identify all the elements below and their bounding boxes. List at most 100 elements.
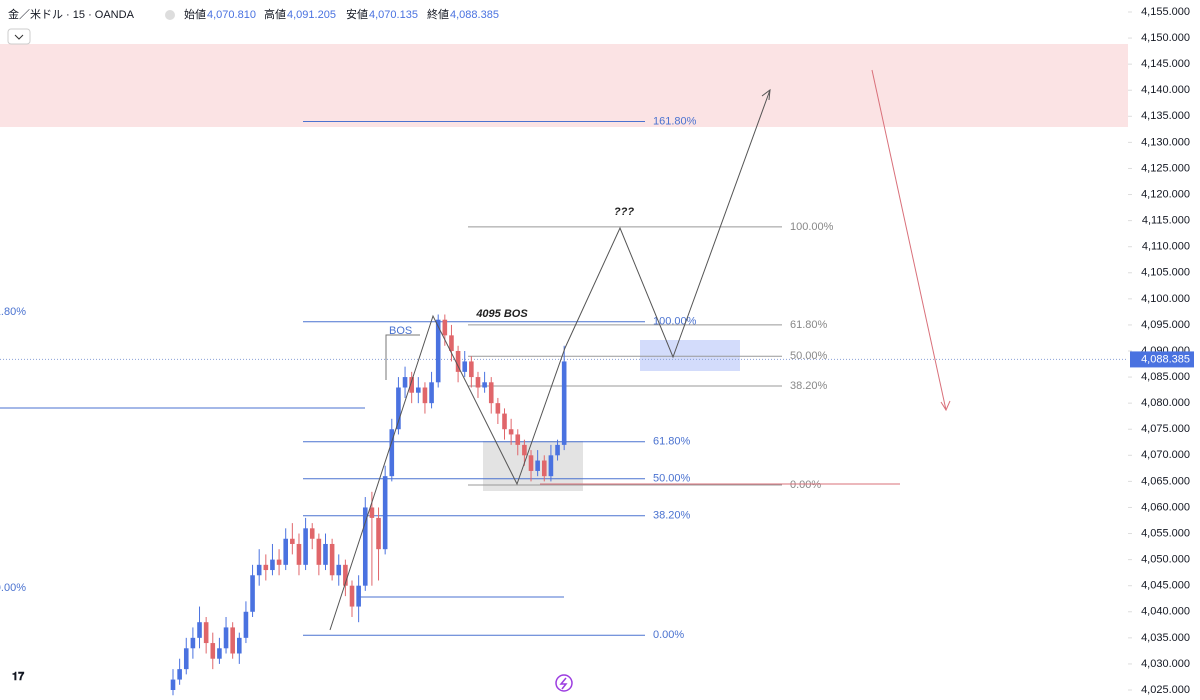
- candle-body: [356, 585, 361, 607]
- fib-label: 38.20%: [653, 510, 691, 522]
- candle-body: [177, 669, 182, 680]
- y-tick-label: 4,085.000: [1141, 371, 1190, 383]
- y-tick-label: 4,130.000: [1141, 136, 1190, 148]
- candle-body: [508, 429, 514, 435]
- candle-body: [323, 543, 328, 565]
- bos-bracket: [385, 334, 420, 380]
- candle-body: [449, 335, 454, 351]
- candle-body: [243, 611, 249, 638]
- candle-body: [283, 538, 289, 565]
- candle-body: [495, 403, 501, 414]
- candle-body: [429, 382, 434, 404]
- candle-body: [203, 622, 209, 644]
- candle-body: [223, 627, 229, 649]
- y-tick-label: 4,060.000: [1141, 501, 1190, 513]
- bos-label: 4095 BOS: [475, 308, 528, 320]
- down-arrow: [871, 69, 947, 411]
- fib-label: 100.00%: [653, 316, 697, 328]
- candle-body: [502, 413, 507, 430]
- candle-body: [290, 538, 295, 544]
- bos-label: BOS: [389, 325, 412, 337]
- candle-body: [462, 361, 468, 372]
- candle-body: [170, 679, 176, 690]
- y-tick-label: 4,030.000: [1141, 658, 1190, 670]
- candle-body: [362, 507, 368, 586]
- fib-label: 50.00%: [653, 473, 691, 485]
- candle-body: [197, 622, 202, 638]
- candle-body: [217, 648, 222, 659]
- y-tick-label: 4,105.000: [1141, 267, 1190, 279]
- y-tick-label: 4,040.000: [1141, 606, 1190, 618]
- y-tick-label: 4,140.000: [1141, 84, 1190, 96]
- bolt: [559, 677, 568, 690]
- candle-body: [369, 507, 375, 518]
- ohlc-value: 4,070.135: [369, 9, 418, 21]
- ohlc-value: 4,088.385: [450, 9, 499, 21]
- fib-label: 100.00%: [0, 582, 26, 594]
- candle-body: [256, 564, 262, 576]
- arrow-head: [940, 400, 951, 412]
- y-tick-label: 4,035.000: [1141, 632, 1190, 644]
- candle-body: [309, 528, 315, 539]
- candle-body: [263, 564, 269, 571]
- y-tick-label: 4,055.000: [1141, 527, 1190, 539]
- candle-body: [316, 538, 322, 565]
- candle-body: [376, 517, 381, 550]
- y-tick-label: 4,095.000: [1141, 319, 1190, 331]
- candle-body: [183, 648, 189, 670]
- ohlc-value: 4,070.810: [207, 9, 256, 21]
- candle-body: [237, 637, 242, 654]
- collapse-button[interactable]: [7, 28, 31, 45]
- candle-body: [555, 444, 560, 456]
- candle-body: [329, 543, 335, 576]
- candle-body: [561, 361, 567, 445]
- entry-box: [640, 340, 740, 371]
- question-label: ???: [614, 206, 634, 218]
- chevron: [14, 34, 24, 40]
- candle-body: [409, 377, 414, 393]
- y-tick-label: 4,050.000: [1141, 554, 1190, 566]
- candle-body: [435, 319, 441, 383]
- ohlc-label: 高値: [264, 7, 286, 21]
- y-tick-label: 4,115.000: [1142, 215, 1190, 227]
- status-dot: [165, 10, 175, 20]
- candle-body: [230, 627, 235, 654]
- y-tick-label: 4,110.000: [1142, 241, 1190, 253]
- candle-body: [396, 387, 401, 430]
- last-price-label: 4,088.385: [1141, 353, 1190, 365]
- y-tick-label: 4,025.000: [1141, 684, 1190, 696]
- candle-body: [442, 319, 448, 336]
- y-tick-label: 4,135.000: [1141, 110, 1190, 122]
- candle-body: [469, 361, 474, 378]
- fib-label: 61.80%: [790, 319, 828, 331]
- header-bg: [0, 0, 520, 28]
- replay-icon[interactable]: [555, 674, 573, 692]
- candle-body: [535, 460, 540, 471]
- symbol: 金／米ドル · 15 · OANDA: [8, 7, 135, 21]
- candle-body: [296, 543, 302, 565]
- y-tick-label: 4,100.000: [1141, 293, 1190, 305]
- fib-label: 100.00%: [790, 221, 834, 233]
- candle-body: [488, 382, 494, 404]
- candle-body: [389, 429, 395, 477]
- candle-body: [548, 455, 554, 477]
- candle-body: [190, 637, 196, 649]
- last-price-tag: [1130, 351, 1194, 368]
- fib-label: 50.00%: [790, 350, 828, 362]
- fib-label: 61.80%: [0, 306, 26, 318]
- candle-body: [343, 564, 348, 586]
- projection-path: [329, 89, 771, 631]
- y-tick-label: 4,080.000: [1141, 397, 1190, 409]
- candle-body: [210, 643, 216, 659]
- fib-label: 0.00%: [653, 629, 684, 641]
- fib-label: 61.80%: [653, 436, 691, 448]
- y-tick-label: 4,120.000: [1141, 188, 1190, 200]
- candle-body: [522, 444, 527, 456]
- y-tick-label: 4,075.000: [1141, 423, 1190, 435]
- candle-body: [382, 476, 388, 550]
- y-tick-label: 4,150.000: [1141, 32, 1190, 44]
- ohlc-value: 4,091.205: [287, 9, 336, 21]
- ohlc-label: 安値: [346, 7, 368, 21]
- candle-body: [482, 382, 487, 388]
